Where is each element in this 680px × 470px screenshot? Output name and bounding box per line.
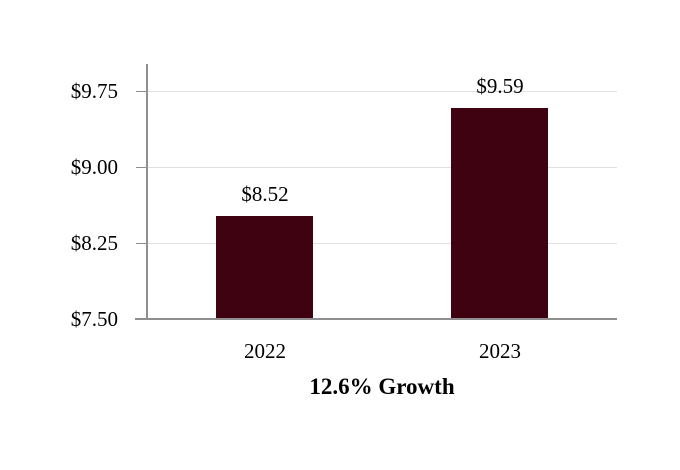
gridline	[147, 243, 617, 244]
gridline	[147, 91, 617, 92]
x-category-label: 2023	[479, 339, 521, 363]
chart-title: 12.6% Growth	[309, 374, 455, 399]
bar-2023	[451, 108, 548, 319]
y-axis-line	[146, 64, 148, 320]
bar-2022	[216, 216, 313, 319]
y-tick-label: $8.25	[70, 231, 118, 255]
y-tick-label: $9.00	[70, 155, 118, 179]
gridline	[147, 167, 617, 168]
x-axis-line	[135, 318, 617, 320]
bar-value-label: $8.52	[241, 182, 289, 206]
y-axis-tick-mark	[136, 167, 147, 168]
y-axis-tick-mark	[136, 243, 147, 244]
y-tick-label: $7.50	[70, 307, 118, 331]
y-tick-label: $9.75	[70, 79, 118, 103]
bar-value-label: $9.59	[476, 74, 524, 98]
y-axis-tick-mark	[136, 91, 147, 92]
x-category-label: 2022	[244, 339, 286, 363]
